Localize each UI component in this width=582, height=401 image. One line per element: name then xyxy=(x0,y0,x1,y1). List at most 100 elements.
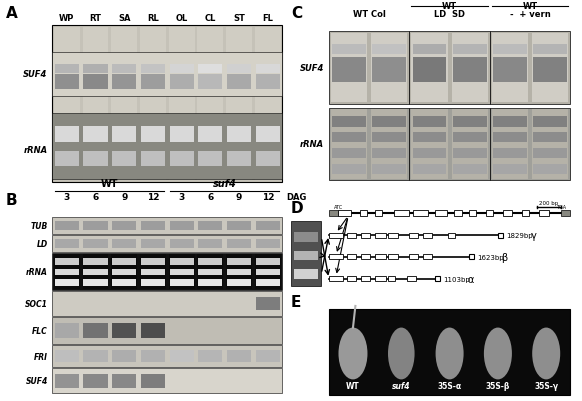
Bar xyxy=(291,221,321,287)
Bar xyxy=(409,233,418,238)
Bar xyxy=(372,165,406,175)
Bar xyxy=(452,34,488,103)
Bar xyxy=(52,26,282,182)
Text: DAG: DAG xyxy=(286,193,306,202)
Bar xyxy=(469,211,476,217)
Bar xyxy=(83,221,108,231)
Text: 9: 9 xyxy=(236,193,242,202)
Bar xyxy=(227,279,251,286)
Bar xyxy=(141,323,165,338)
Bar xyxy=(83,323,108,338)
Bar xyxy=(169,350,194,363)
Bar xyxy=(375,211,382,217)
Bar xyxy=(329,109,409,180)
Bar xyxy=(198,279,222,286)
Bar xyxy=(347,276,356,282)
Bar xyxy=(55,279,79,286)
Bar xyxy=(329,309,570,395)
Text: FLC: FLC xyxy=(32,326,48,335)
Bar xyxy=(409,255,418,260)
Ellipse shape xyxy=(484,328,512,379)
Text: LD: LD xyxy=(37,239,48,248)
Bar xyxy=(141,75,165,90)
Text: 12: 12 xyxy=(262,193,274,202)
Ellipse shape xyxy=(339,328,367,379)
Bar xyxy=(332,133,366,143)
Text: B: B xyxy=(6,192,17,207)
Text: A: A xyxy=(6,6,17,21)
Bar xyxy=(227,75,251,90)
Bar xyxy=(533,149,567,159)
Text: 35S-α: 35S-α xyxy=(438,381,462,390)
Bar xyxy=(83,65,108,74)
Bar xyxy=(83,350,108,363)
Bar xyxy=(375,255,386,260)
Bar xyxy=(112,269,136,276)
Bar xyxy=(361,255,370,260)
Bar xyxy=(227,350,251,363)
Text: SA: SA xyxy=(118,14,130,23)
Text: β: β xyxy=(502,252,508,262)
Text: 12: 12 xyxy=(147,193,159,202)
Bar xyxy=(532,34,569,103)
Bar xyxy=(112,152,136,166)
Bar xyxy=(52,317,282,344)
Bar xyxy=(371,34,407,103)
Bar xyxy=(141,221,165,231)
Bar xyxy=(453,149,487,159)
Bar xyxy=(83,279,108,286)
Bar xyxy=(361,276,370,282)
Bar xyxy=(112,259,136,265)
Bar xyxy=(141,65,165,74)
Text: SUF4: SUF4 xyxy=(23,70,48,79)
Bar xyxy=(372,133,406,143)
Bar xyxy=(329,255,343,260)
Bar xyxy=(435,276,441,282)
Bar xyxy=(256,127,280,143)
Bar xyxy=(361,233,370,238)
Bar xyxy=(198,65,222,74)
Bar xyxy=(83,374,108,388)
Bar xyxy=(409,32,490,104)
Bar xyxy=(112,75,136,90)
Text: 1103bp: 1103bp xyxy=(443,276,470,282)
Bar xyxy=(52,217,282,234)
Bar xyxy=(453,117,487,127)
Bar xyxy=(533,45,567,55)
Bar xyxy=(169,255,194,290)
Bar xyxy=(255,255,281,290)
Text: WT Col: WT Col xyxy=(353,10,385,19)
Bar xyxy=(55,127,79,143)
Bar xyxy=(112,323,136,338)
Text: 6: 6 xyxy=(93,193,98,202)
Bar xyxy=(83,152,108,166)
Bar xyxy=(111,255,137,290)
Bar xyxy=(389,255,398,260)
Bar xyxy=(413,149,446,159)
Bar xyxy=(423,233,432,238)
Bar xyxy=(492,34,528,103)
Ellipse shape xyxy=(388,328,414,379)
Bar xyxy=(533,133,567,143)
Bar xyxy=(111,28,137,180)
Bar xyxy=(331,110,367,179)
Bar xyxy=(112,65,136,74)
Bar xyxy=(413,211,428,217)
Text: SOC1: SOC1 xyxy=(25,299,48,308)
Bar xyxy=(331,34,367,103)
Bar xyxy=(197,28,223,180)
Bar xyxy=(294,233,318,242)
Bar xyxy=(389,233,398,238)
Bar xyxy=(169,75,194,90)
Bar xyxy=(256,259,280,265)
Bar xyxy=(141,127,165,143)
Bar xyxy=(329,233,343,238)
Bar xyxy=(423,255,432,260)
Text: E: E xyxy=(291,295,301,310)
Bar xyxy=(413,45,446,55)
Bar xyxy=(52,345,282,367)
Bar xyxy=(453,133,487,143)
Bar xyxy=(539,211,549,217)
Bar xyxy=(522,211,529,217)
Bar xyxy=(452,110,488,179)
